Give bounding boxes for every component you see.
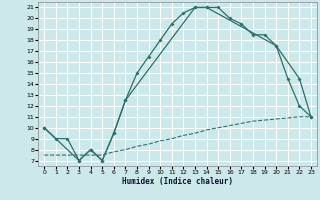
X-axis label: Humidex (Indice chaleur): Humidex (Indice chaleur) <box>122 177 233 186</box>
